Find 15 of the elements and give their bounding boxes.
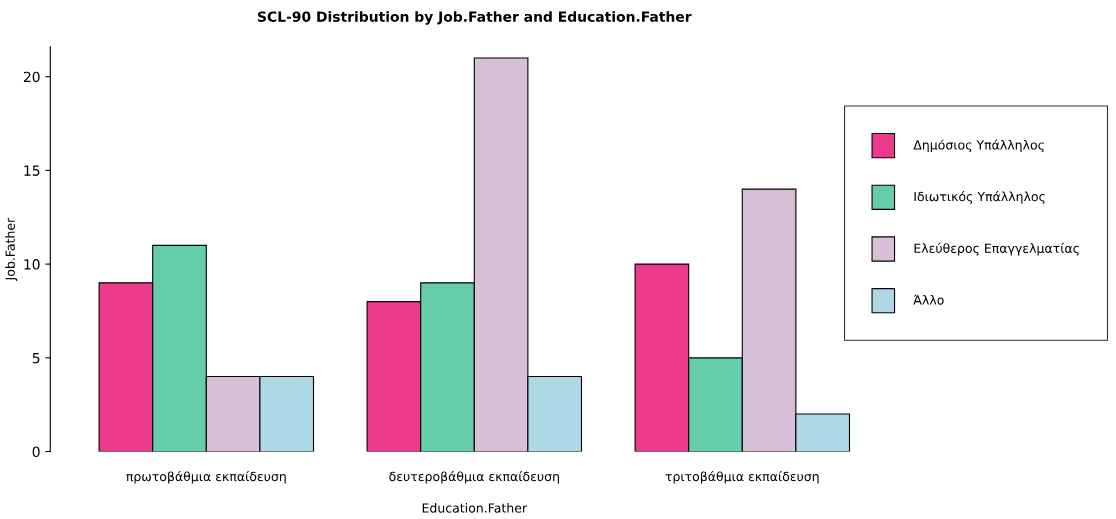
y-tick-label: 10 xyxy=(24,259,40,270)
y-tick-label: 5 xyxy=(32,352,40,364)
x-tick-label: δευτεροβάθμια εκπαίδευση xyxy=(389,470,559,484)
x-axis-title: Education.Father xyxy=(422,503,528,513)
legend-label: Ιδιωτικός Υπάλληλος xyxy=(914,191,1045,204)
legend-label: Ελεύθερος Επαγγελματίας xyxy=(914,242,1079,256)
y-tick-label: 20 xyxy=(23,71,40,83)
y-tick-label: 0 xyxy=(32,446,40,457)
x-tick-label: πρωτοβάθμια εκπαίδευση xyxy=(126,470,286,484)
x-tick-label: τριτοβάθμια εκπαίδευση xyxy=(665,470,819,484)
chart-title: SCL-90 Distribution by Job.Father and Education.Father xyxy=(257,11,692,25)
y-tick-label: 15 xyxy=(24,165,40,176)
legend-label: Δημόσιος Υπάλληλος xyxy=(913,139,1044,153)
legend-label: Άλλο xyxy=(913,294,944,305)
y-axis-title: Job.Father xyxy=(5,217,18,282)
